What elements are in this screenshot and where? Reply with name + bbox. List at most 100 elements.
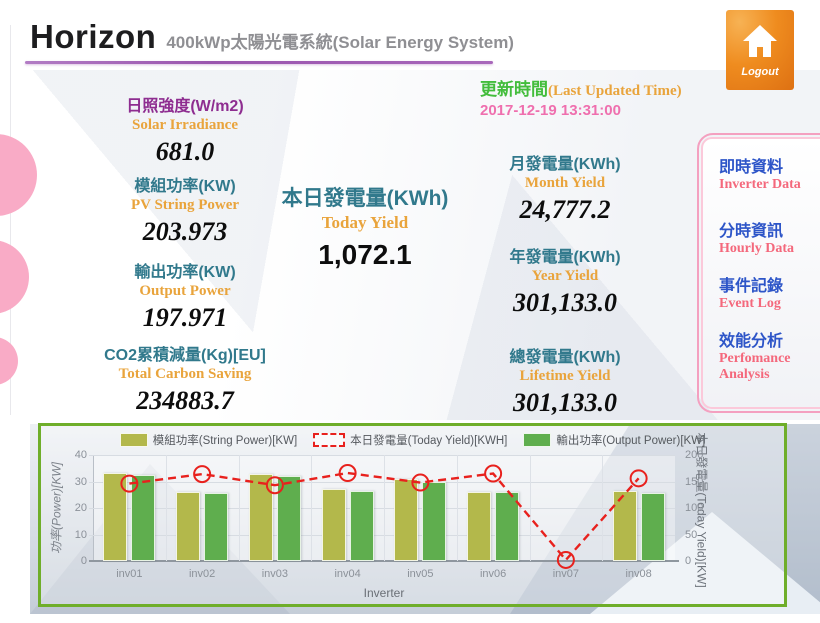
x-tick-label: inv05 <box>407 568 434 580</box>
today-yield-marker <box>265 476 284 495</box>
legend-item-output-power: 輸出功率(Output Power)[KW] <box>523 432 705 448</box>
today-yield-marker <box>193 465 212 484</box>
metric-year-yield: 年發電量(KWh) Year Yield 301,133.0 <box>465 243 665 318</box>
x-axis-title: Inverter <box>363 586 405 600</box>
sidebar-item-label-en: Perfomance Analysis <box>719 351 791 383</box>
today-yield-marker <box>411 473 430 492</box>
y-tick-right: 0 <box>685 555 692 567</box>
sidebar-item-label-zh: 即時資料 <box>719 159 784 176</box>
chart-bar <box>467 491 492 561</box>
chart-bar <box>495 491 520 561</box>
legend-label: 模組功率(String Power)[KW] <box>152 435 298 447</box>
gridline-horizontal <box>89 455 675 456</box>
sidebar-item-label-en: Inverter Data <box>719 177 801 192</box>
sidebar-item-inverter-data[interactable]: 即時資料 Inverter Data <box>719 153 820 193</box>
metric-label-en: PV String Power <box>130 197 240 213</box>
metric-value: 203.973 <box>142 217 228 246</box>
logout-button[interactable]: Logout <box>726 10 794 90</box>
chart-bar <box>612 491 637 561</box>
x-tick-label: inv03 <box>261 568 289 580</box>
metric-label-zh: 總發電量(KWh) <box>509 349 621 366</box>
gridline-vertical <box>529 455 531 561</box>
legend-swatch-string-power <box>119 433 148 447</box>
today-yield-line <box>120 464 648 569</box>
metric-value: 1,072.1 <box>318 239 412 270</box>
decor-circle-small <box>0 337 18 385</box>
chart-bar <box>394 479 419 561</box>
today-yield-marker <box>484 464 503 483</box>
y-tick-right: 150 <box>685 475 704 488</box>
app-title: Horizon <box>30 18 157 55</box>
chart-bar <box>176 491 201 561</box>
y-tick-right: 100 <box>685 502 704 514</box>
gridline-vertical <box>238 455 240 561</box>
y-tick-left: 30 <box>74 475 87 488</box>
metric-label-en: Today Yield <box>321 213 409 232</box>
logout-label: Logout <box>741 65 779 78</box>
today-yield-marker <box>556 550 575 569</box>
metric-label-en: Month Yield <box>524 175 606 191</box>
metric-month-yield: 月發電量(KWh) Month Yield 24,777.2 <box>465 150 665 225</box>
chart-bar <box>204 493 229 561</box>
home-icon <box>741 23 779 62</box>
y-tick-left: 10 <box>74 528 87 541</box>
chart-bar <box>640 493 665 561</box>
y-tick-left: 40 <box>74 449 87 461</box>
metric-label-zh: 輸出功率(KW) <box>134 264 236 281</box>
metric-value: 301,133.0 <box>513 288 617 317</box>
sidebar-item-label-zh: 事件記錄 <box>719 278 784 296</box>
x-axis-line <box>89 560 679 562</box>
metric-label-zh: 日照強度(W/m2) <box>126 98 244 115</box>
metric-value: 234883.7 <box>136 386 234 415</box>
legend-swatch-today-yield <box>313 433 346 447</box>
y-tick-right: 50 <box>685 528 698 541</box>
metric-output-power: 輸出功率(KW) Output Power 197.971 <box>85 258 285 333</box>
chart-bar <box>422 481 447 561</box>
sidebar-item-label-en: Event Log <box>719 296 781 312</box>
header-underline <box>25 61 493 64</box>
metric-label-en: Year Yield <box>531 268 599 284</box>
gridline-horizontal <box>89 534 675 536</box>
legend-label: 輸出功率(Output Power)[KW] <box>556 435 706 447</box>
today-yield-marker <box>338 464 357 483</box>
sidebar-item-hourly-data[interactable]: 分時資訊 Hourly Data <box>719 217 820 257</box>
sidebar-item-label-zh: 效能分析 <box>719 333 784 351</box>
gridline-vertical <box>384 455 385 561</box>
x-tick-label: inv01 <box>116 568 143 580</box>
metric-carbon-saving: CO2累積減量(Kg)[EU] Total Carbon Saving 2348… <box>55 341 315 416</box>
today-yield-marker <box>629 469 648 488</box>
y-tick-left: 0 <box>80 555 87 567</box>
gridline-horizontal <box>89 481 675 483</box>
gridline-horizontal <box>89 508 675 509</box>
gridline-vertical <box>311 455 313 561</box>
sidebar-item-event-log[interactable]: 事件記錄 Event Log <box>719 272 820 312</box>
updated-datetime: 2017-12-19 13:31:00 <box>480 102 621 119</box>
metric-pv-string-power: 模組功率(KW) PV String Power 203.973 <box>85 172 285 247</box>
updated-label-zh: 更新時間 <box>480 80 548 99</box>
chart-bar <box>248 473 273 561</box>
gridline-vertical <box>602 455 604 561</box>
x-tick-label: inv02 <box>188 568 216 580</box>
metric-label-en: Output Power <box>139 283 231 299</box>
x-tick-label: inv07 <box>552 568 580 580</box>
background-pattern-upper <box>10 70 820 420</box>
sidebar-item-performance-analysis[interactable]: 效能分析 Perfomance Analysis <box>719 327 820 383</box>
left-divider-line <box>10 25 11 415</box>
sidebar-item-label-en: Hourly Data <box>719 241 795 257</box>
gridline-vertical <box>456 455 458 561</box>
sidebar-menu: 即時資料 Inverter Data 分時資訊 Hourly Data 事件記錄… <box>697 133 820 413</box>
metric-lifetime-yield: 總發電量(KWh) Lifetime Yield 301,133.0 <box>465 343 665 418</box>
gridline-vertical <box>165 455 167 561</box>
metric-label-zh: 月發電量(KWh) <box>509 156 621 173</box>
legend-item-string-power: 模組功率(String Power)[KW] <box>119 432 298 448</box>
x-tick-label: inv08 <box>625 568 652 580</box>
metric-value: 301,133.0 <box>513 388 617 417</box>
metric-today-yield: 本日發電量(KWh) Today Yield 1,072.1 <box>258 182 472 271</box>
chart-legend: 模組功率(String Power)[KW] 本日發電量(Today Yield… <box>41 432 784 448</box>
chart-bar <box>321 489 346 561</box>
inverter-chart: 模組功率(String Power)[KW] 本日發電量(Today Yield… <box>38 423 787 607</box>
header: Horizon 400kWp太陽光電系統(Solar Energy System… <box>30 18 514 56</box>
legend-swatch-output-power <box>523 433 552 447</box>
sidebar-item-label-zh: 分時資訊 <box>719 223 784 241</box>
